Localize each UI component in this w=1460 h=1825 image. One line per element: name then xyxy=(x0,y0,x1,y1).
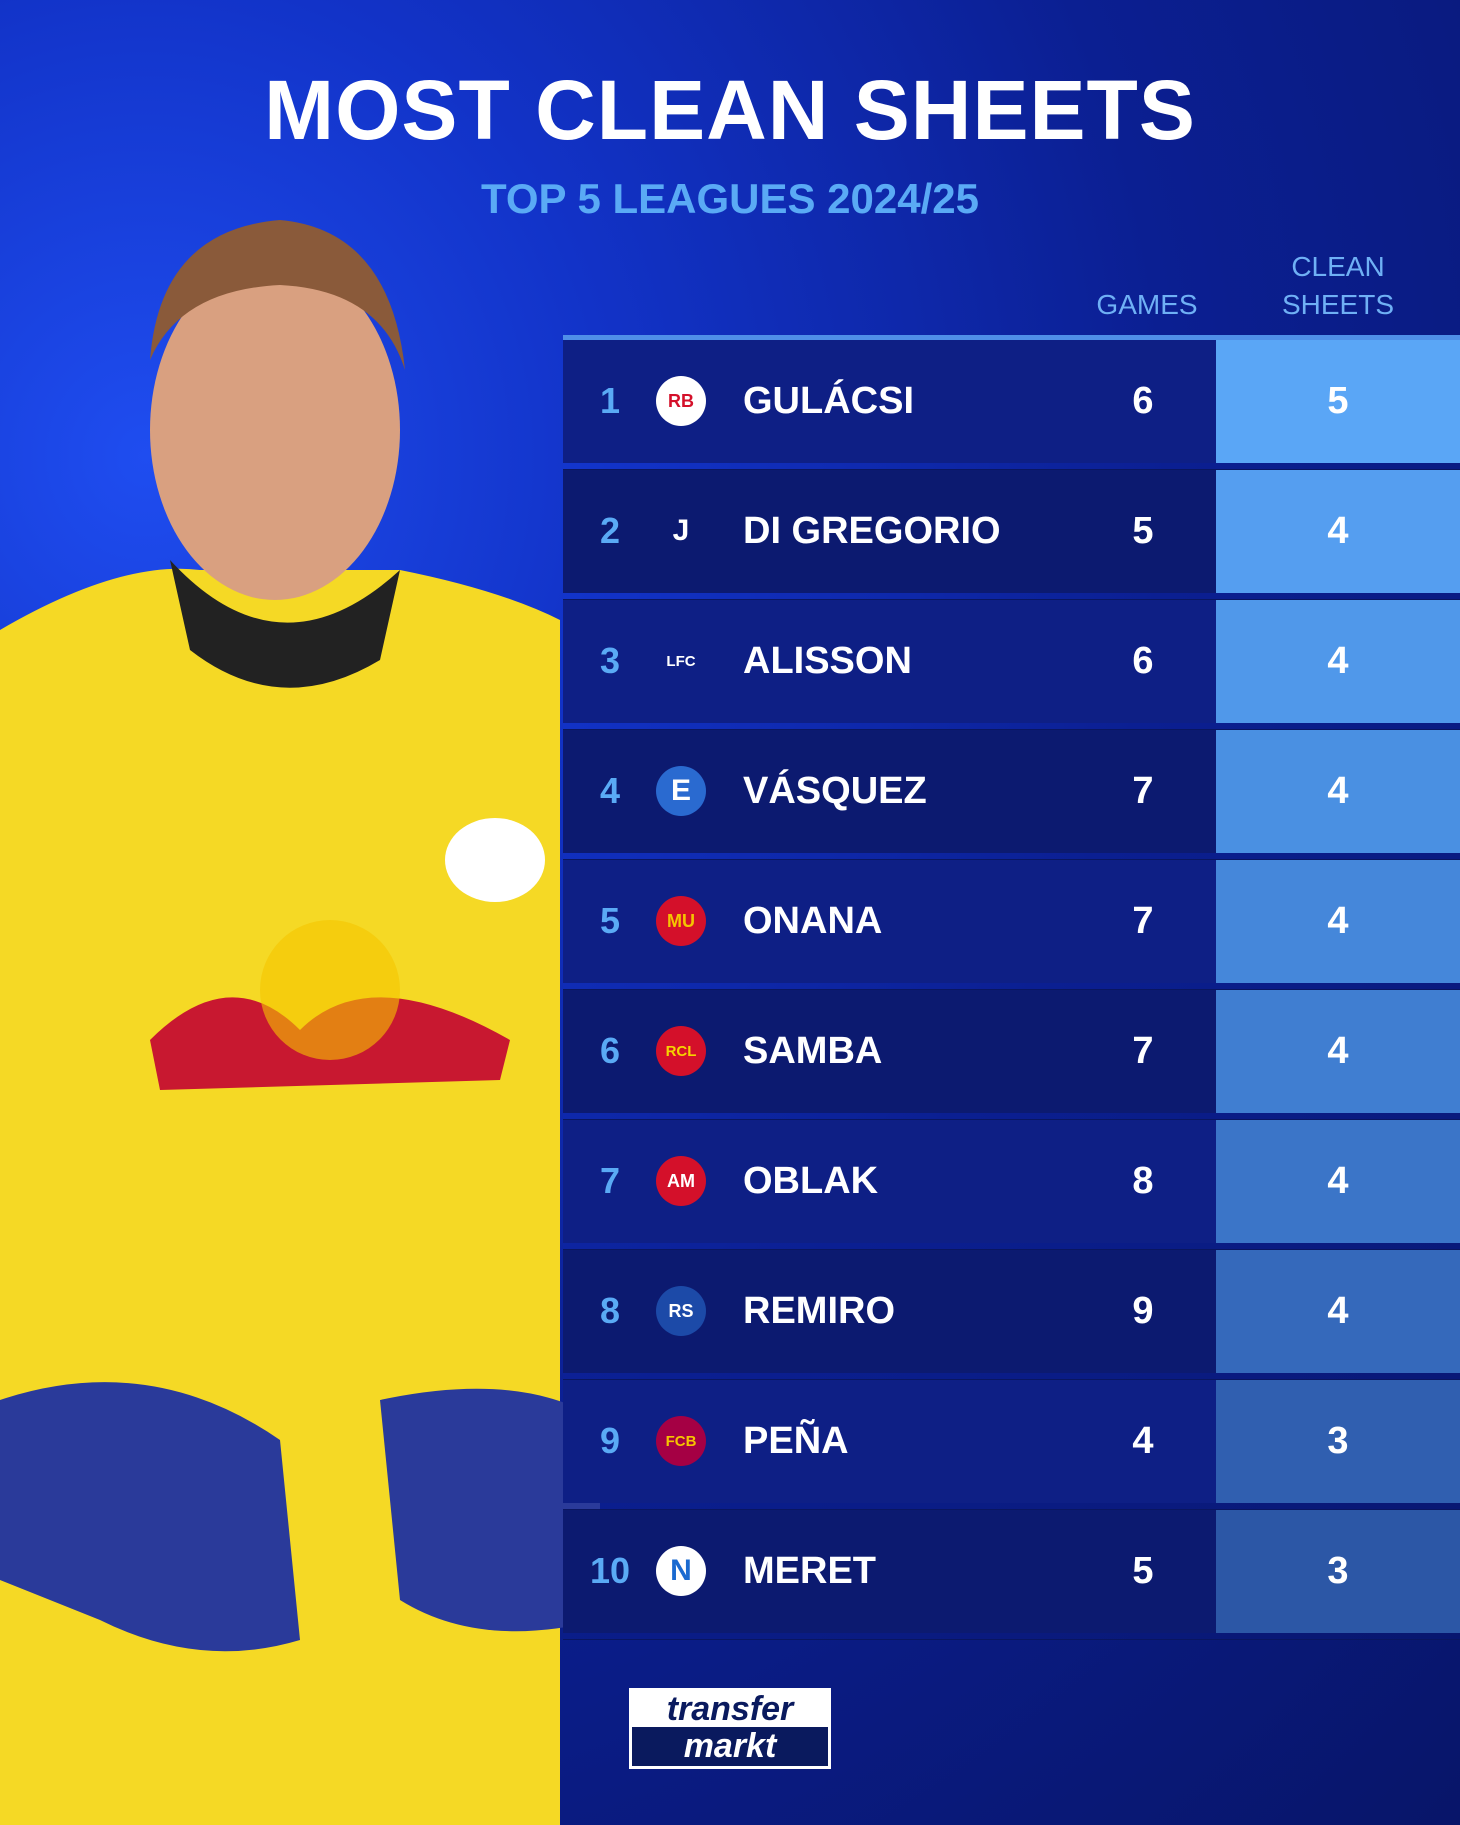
clean-sheets-value: 3 xyxy=(1216,1510,1460,1633)
player-name: VÁSQUEZ xyxy=(743,770,927,812)
games-value: 9 xyxy=(1132,1290,1154,1332)
rank: 6 xyxy=(599,1030,621,1071)
table-row: 10 N MERET 5 3 xyxy=(563,1510,1460,1640)
logo-glyph: LFC xyxy=(666,652,696,670)
logo-glyph: N xyxy=(670,1554,692,1587)
games-value: 6 xyxy=(1132,640,1154,682)
rc-lens-crest-icon: RCL xyxy=(656,1026,706,1076)
table-row: 5 MU ONANA 7 4 xyxy=(563,860,1460,990)
clean-sheets-value: 4 xyxy=(1216,1120,1460,1243)
juventus-crest-icon: J xyxy=(656,506,706,556)
liverpool-crest-icon: LFC xyxy=(656,636,706,686)
atletico-madrid-crest-icon: AM xyxy=(656,1156,706,1206)
player-name: MERET xyxy=(743,1550,876,1592)
row-background: 8 RS REMIRO 9 xyxy=(563,1250,1216,1373)
logo-glyph: MU xyxy=(667,910,695,931)
table-top-line xyxy=(563,335,1460,340)
column-header-clean-sheets: CLEAN SHEETS xyxy=(1258,248,1418,324)
player-photo xyxy=(0,220,600,1825)
row-background: 4 E VÁSQUEZ 7 xyxy=(563,730,1216,853)
row-background: 9 FCB PEÑA 4 xyxy=(563,1380,1216,1503)
clean-sheets-value: 4 xyxy=(1216,1250,1460,1373)
rank: 4 xyxy=(599,770,621,811)
player-name: SAMBA xyxy=(743,1030,883,1072)
logo-glyph: J xyxy=(672,514,690,547)
rank: 1 xyxy=(599,380,621,421)
logo-glyph: RS xyxy=(668,1300,694,1321)
games-value: 5 xyxy=(1132,1550,1154,1592)
clean-sheets-value: 4 xyxy=(1216,860,1460,983)
table-row: 9 FCB PEÑA 4 3 xyxy=(563,1380,1460,1510)
empoli-crest-icon: E xyxy=(656,766,706,816)
row-background: 6 RCL SAMBA 7 xyxy=(563,990,1216,1113)
column-header-games: GAMES xyxy=(1096,289,1198,320)
games-value: 7 xyxy=(1132,900,1154,942)
logo-glyph: FCB xyxy=(665,1432,697,1450)
clean-sheets-value: 4 xyxy=(1216,730,1460,853)
table-row: 1 RB GULÁCSI 6 5 xyxy=(563,340,1460,470)
logo-glyph: AM xyxy=(667,1170,695,1191)
clean-sheets-value: 4 xyxy=(1216,470,1460,593)
page-subtitle: TOP 5 LEAGUES 2024/25 xyxy=(480,175,980,222)
row-background: 10 N MERET 5 xyxy=(563,1510,1216,1633)
logo-line: transfer xyxy=(666,1690,794,1728)
rank: 9 xyxy=(599,1420,621,1461)
table-row: 2 J DI GREGORIO 5 4 xyxy=(563,470,1460,600)
table-row: 6 RCL SAMBA 7 4 xyxy=(563,990,1460,1120)
napoli-crest-icon: N xyxy=(656,1546,706,1596)
player-name: DI GREGORIO xyxy=(743,510,1001,552)
clean-sheets-value: 5 xyxy=(1216,340,1460,463)
games-value: 4 xyxy=(1132,1420,1154,1462)
rank: 3 xyxy=(599,640,621,681)
row-background: 1 RB GULÁCSI 6 xyxy=(563,340,1216,463)
table-row: 4 E VÁSQUEZ 7 4 xyxy=(563,730,1460,860)
logo-line: markt xyxy=(632,1727,828,1766)
table-row: 8 RS REMIRO 9 4 xyxy=(563,1250,1460,1380)
games-value: 7 xyxy=(1132,1030,1154,1072)
transfermarkt-logo: transfer markt xyxy=(629,1688,831,1769)
rank: 5 xyxy=(599,900,621,941)
page-title: MOST CLEAN SHEETS xyxy=(264,63,1196,157)
barcelona-crest-icon: FCB xyxy=(656,1416,706,1466)
player-name: ALISSON xyxy=(743,640,912,682)
player-name: ONANA xyxy=(743,900,883,942)
table-row: 3 LFC ALISSON 6 4 xyxy=(563,600,1460,730)
row-background: 2 J DI GREGORIO 5 xyxy=(563,470,1216,593)
column-header-line: CLEAN xyxy=(1291,251,1385,282)
rank: 7 xyxy=(599,1160,621,1201)
logo-glyph: RB xyxy=(668,390,694,411)
row-background: 3 LFC ALISSON 6 xyxy=(563,600,1216,723)
player-name: GULÁCSI xyxy=(743,380,914,422)
clean-sheets-table: 1 RB GULÁCSI 6 5 2 J DI GREGORIO 5 4 3 L… xyxy=(563,335,1460,1640)
games-value: 5 xyxy=(1132,510,1154,552)
clean-sheets-value: 4 xyxy=(1216,990,1460,1113)
games-value: 7 xyxy=(1132,770,1154,812)
real-sociedad-crest-icon: RS xyxy=(656,1286,706,1336)
player-name: PEÑA xyxy=(743,1420,849,1462)
player-name: OBLAK xyxy=(743,1160,879,1202)
logo-glyph: RCL xyxy=(665,1042,697,1060)
row-background: 7 AM OBLAK 8 xyxy=(563,1120,1216,1243)
rank: 10 xyxy=(589,1550,631,1591)
rank: 8 xyxy=(599,1290,621,1331)
rb-leipzig-crest-icon: RB xyxy=(656,376,706,426)
games-value: 6 xyxy=(1132,380,1154,422)
clean-sheets-value: 4 xyxy=(1216,600,1460,723)
games-value: 8 xyxy=(1132,1160,1154,1202)
manchester-united-crest-icon: MU xyxy=(656,896,706,946)
table-row: 7 AM OBLAK 8 4 xyxy=(563,1120,1460,1250)
logo-glyph: E xyxy=(670,774,691,807)
rank: 2 xyxy=(599,510,621,551)
column-header-line: SHEETS xyxy=(1281,289,1395,320)
row-background: 5 MU ONANA 7 xyxy=(563,860,1216,983)
player-name: REMIRO xyxy=(743,1290,895,1332)
clean-sheets-value: 3 xyxy=(1216,1380,1460,1503)
